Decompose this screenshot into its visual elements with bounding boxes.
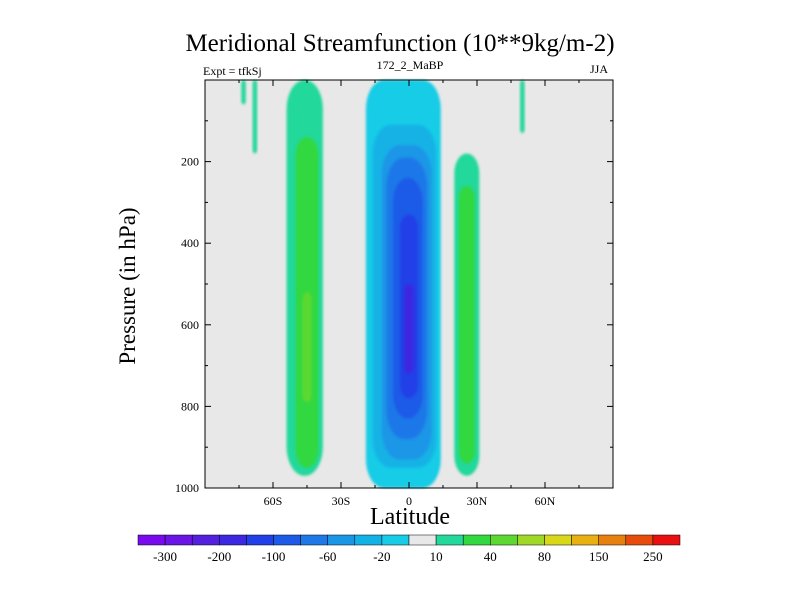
colorbar-swatch-5 [273,534,301,546]
contour-band-6 [404,284,414,374]
colorbar-swatch-12 [462,534,491,546]
season-label: JJA [590,62,609,76]
x-axis-label: Latitude [370,504,450,530]
colorbar-swatch-16 [571,534,599,546]
colorbar-swatch-18 [625,534,654,546]
colorbar-swatch-2 [191,534,220,546]
colorbar-swatch-10 [408,534,437,546]
y-tick-label-1: 400 [181,236,199,250]
colorbar-swatch-3 [219,534,247,546]
contour-band-11 [458,186,475,464]
colorbar-label-1: -200 [207,549,231,564]
colorbar-swatch-7 [327,534,356,546]
colorbar-swatch-8 [354,534,383,546]
colorbar-swatch-11 [435,534,464,546]
colorbar-label-4: -20 [373,549,390,564]
axis-ticks: 200 400 600 800 1000 60S 30S 0 30N 60N [175,80,613,508]
plot-frame [204,79,614,489]
colorbar-label-7: 80 [538,549,551,564]
x-tick-label-1: 30S [332,494,351,508]
x-tick-label-4: 60N [535,494,556,508]
y-tick-label-4: 1000 [175,481,199,495]
contour-bands [241,80,525,488]
colorbar-label-9: 250 [643,549,663,564]
colorbar-swatch-1 [164,534,193,546]
contour-band-13 [252,80,258,154]
colorbar-label-2: -100 [262,549,286,564]
experiment-label: Expt = tfkSj [203,64,262,78]
contour-band-9 [302,292,312,403]
colorbar-label-3: -60 [319,549,336,564]
colorbar-swatch-13 [490,534,518,546]
contour-band-14 [520,80,525,134]
center-subtitle: 172_2_MaBP [376,58,444,72]
colorbar-label-8: 150 [589,549,609,564]
colorbar-swatch-6 [300,534,328,546]
colorbar-swatch-14 [517,534,545,546]
colorbar-label-6: 40 [484,549,497,564]
colorbar-swatch-17 [598,534,627,546]
colorbar-swatch-15 [544,534,572,546]
colorbar-label-0: -300 [153,549,177,564]
x-tick-label-3: 30N [467,494,488,508]
colorbar: -300 -200 -100 -60 -20 10 40 80 150 250 [137,534,681,564]
x-tick-label-0: 60S [264,494,283,508]
chart-title: Meridional Streamfunction (10**9kg/m-2) [185,30,615,57]
y-tick-label-0: 200 [181,155,199,169]
colorbar-swatch-19 [652,534,681,546]
colorbar-label-5: 10 [430,549,443,564]
contour-band-12 [241,80,246,105]
colorbar-swatch-4 [246,534,274,546]
y-tick-label-2: 600 [181,318,199,332]
y-tick-label-3: 800 [181,399,199,413]
colorbar-swatch-0 [137,534,166,546]
x-tick-label-2: 0 [406,494,412,508]
colorbar-swatch-9 [381,534,410,546]
